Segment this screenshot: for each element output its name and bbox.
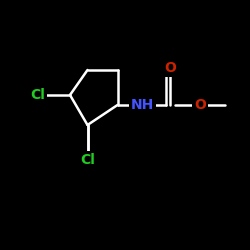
Text: NH: NH: [131, 98, 154, 112]
Text: Cl: Cl: [30, 88, 45, 102]
Text: O: O: [164, 60, 176, 74]
Text: O: O: [194, 98, 206, 112]
Text: Cl: Cl: [80, 153, 95, 167]
